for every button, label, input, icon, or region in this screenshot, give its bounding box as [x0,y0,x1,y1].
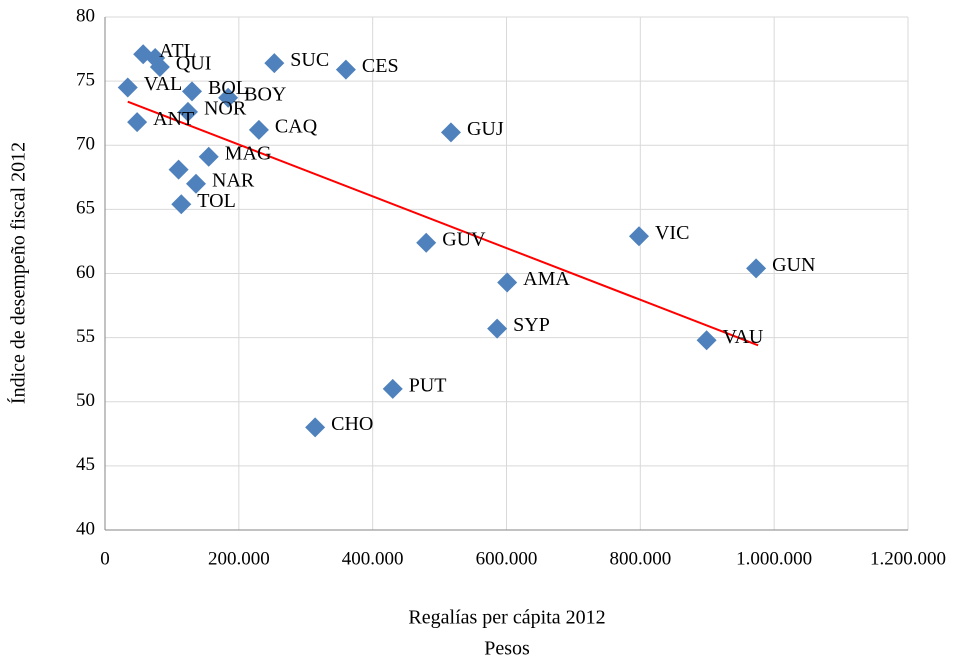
data-label: BOL [208,77,248,99]
point [746,258,767,279]
point [416,232,437,253]
point [186,173,207,194]
data-label: PUT [409,375,447,397]
data-label: VAU [723,326,764,348]
data-label: GUN [772,254,815,276]
x-tick-label: 400.000 [342,548,404,569]
y-tick-label: 75 [76,69,95,90]
y-tick-label: 70 [76,134,95,155]
point [264,53,285,74]
point [171,194,192,215]
data-label: QUI [176,53,212,75]
point [696,330,717,351]
x-tick-label: 200.000 [208,548,270,569]
data-label: GUJ [467,118,504,140]
point [181,81,202,102]
y-tick-label: 65 [76,198,95,219]
y-tick-label: 55 [76,326,95,347]
data-label: SYP [513,314,550,336]
data-label: BOY [244,83,286,105]
point [177,101,198,122]
point [440,122,461,143]
data-label: NAR [212,169,255,191]
x-tick-label: 0 [100,548,110,569]
data-label: CAQ [275,115,318,137]
y-tick-label: 80 [76,5,95,26]
point [628,226,649,247]
data-label: CHO [331,413,373,435]
point [127,112,148,133]
y-tick-label: 60 [76,262,95,283]
point [168,159,189,180]
y-tick-label: 50 [76,390,95,411]
trendline [127,100,759,347]
x-tick-label: 1.000.000 [736,548,812,569]
point [218,87,239,108]
y-tick-label: 45 [76,454,95,475]
data-label: CES [362,55,399,77]
data-label: NOR [204,97,247,119]
point [248,119,269,140]
data-label: VIC [655,222,689,244]
data-label: VAL [144,73,183,95]
data-label: SUC [290,49,329,71]
point [497,272,518,293]
data-label: ATL [159,40,196,62]
x-tick-label: 800.000 [609,548,671,569]
x-tick-label: 600.000 [476,548,538,569]
x-tick-label: 1.200.000 [870,548,946,569]
data-label: MAG [225,142,272,164]
y-axis-label: Índice de desempeño fiscal 2012 [7,142,30,404]
data-label: ANT [153,108,194,130]
data-label: GUV [442,228,486,250]
data-label: TOL [197,190,236,212]
x-axis-label: Regalías per cápita 2012 [408,607,605,629]
data-label: AMA [523,268,570,290]
point [487,318,508,339]
point [335,59,356,80]
point [117,77,138,98]
point [198,146,219,167]
y-tick-label: 40 [76,518,95,539]
point [149,57,170,78]
point [305,417,326,438]
x-axis-unit: Pesos [484,638,530,660]
point [382,378,403,399]
